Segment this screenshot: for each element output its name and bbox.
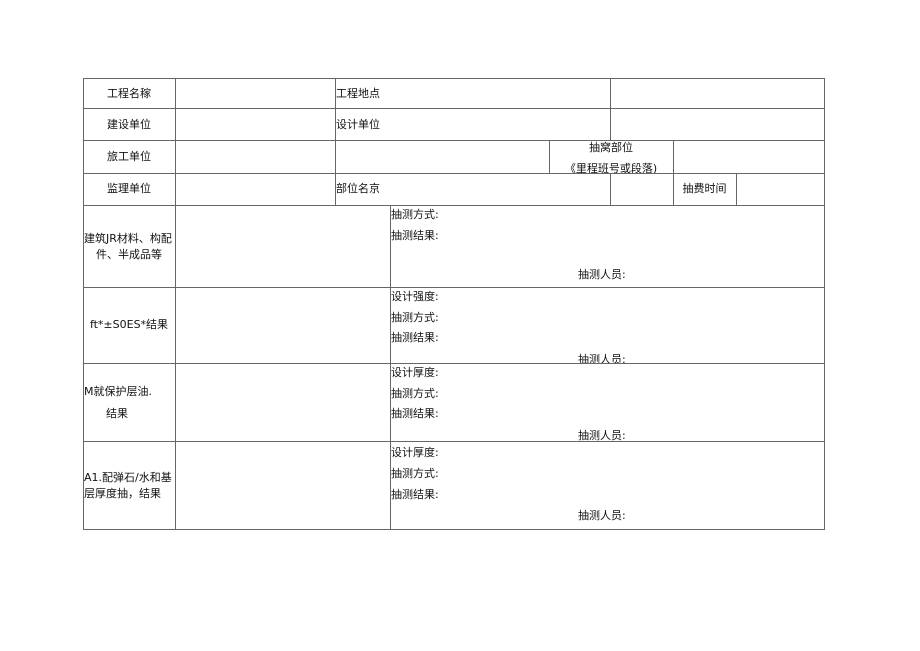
section-4-field: 抽测方式:: [391, 467, 439, 480]
section-2-inspector: 抽测人员:: [578, 353, 626, 363]
section-2-field: 抽测结果:: [391, 331, 439, 344]
col-divider: [390, 205, 391, 529]
section-1-inspector: 抽测人员:: [578, 268, 626, 281]
row-divider: [83, 140, 825, 141]
section-4-label-line-1: A1.配弹石/水和基: [84, 471, 172, 484]
col-divider: [673, 140, 674, 205]
section-3-field: 抽测方式:: [391, 387, 439, 400]
row-divider: [83, 287, 825, 288]
construction-unit-label: 建设单位: [107, 118, 151, 131]
sampling-part-label: 抽窝部位: [589, 141, 633, 154]
sampling-part-sub: 《里程班号或段落): [564, 162, 658, 173]
section-1-label-line-2: 件、半成品等: [96, 248, 162, 261]
section-1-field: 抽测结果:: [391, 229, 439, 242]
project-name-label: 工程名稼: [107, 87, 151, 100]
col-divider: [175, 78, 176, 530]
table-border: [83, 78, 84, 530]
section-3-inspector-wrap: 抽测人员:: [560, 428, 660, 441]
section-2-label: ft*±S0ES*结果: [89, 318, 169, 331]
design-unit-label: 设计单位: [336, 118, 380, 131]
col-divider: [335, 78, 336, 205]
supervision-unit-label: 监理单位: [107, 182, 151, 195]
contractor-unit-label: 旅工单位: [107, 150, 151, 163]
section-3-label-line-1: M就保护层油.: [84, 385, 152, 398]
sampling-time-label: 抽费时间: [682, 182, 727, 195]
project-location-label: 工程地点: [336, 87, 380, 100]
section-3-field: 抽测结果:: [391, 407, 439, 420]
section-3-inspector: 抽测人员:: [578, 429, 626, 441]
table-border: [83, 529, 825, 530]
table-border: [824, 78, 825, 530]
col-divider: [610, 78, 611, 140]
section-2-field: 设计强度:: [391, 290, 439, 303]
part-name-label: 部位名京: [336, 182, 380, 195]
section-1-label-line-1: 建筑JR材料、构配: [84, 232, 172, 245]
sampling-part-sub-wrap: 《里程班号或段落): [549, 160, 673, 173]
section-3-label-line-2: 结果: [106, 407, 128, 420]
section-4-field: 设计厚度:: [391, 446, 439, 459]
section-2-field: 抽测方式:: [391, 311, 439, 324]
section-2-inspector-wrap: 抽测人员:: [560, 352, 660, 363]
table-border: [83, 78, 825, 79]
row-divider: [83, 205, 825, 206]
row-divider: [83, 363, 825, 364]
section-4-label-line-2: 层厚度抽，结果: [84, 487, 161, 500]
section-1-field: 抽测方式:: [391, 208, 439, 221]
row-divider: [83, 108, 825, 109]
section-4-field: 抽测结果:: [391, 488, 439, 501]
section-3-field: 设计厚度:: [391, 366, 439, 379]
col-divider: [610, 173, 611, 205]
section-4-inspector: 抽测人员:: [578, 509, 626, 522]
col-divider: [736, 173, 737, 205]
row-divider: [83, 173, 825, 174]
col-divider: [549, 140, 550, 173]
row-divider: [83, 441, 825, 442]
